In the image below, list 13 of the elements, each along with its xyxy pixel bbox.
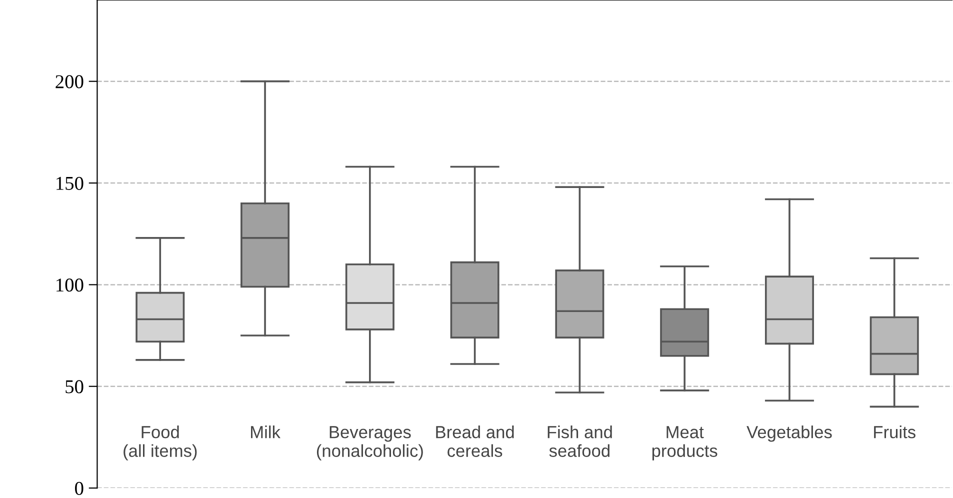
x-tick-label: Fruits [874, 426, 916, 438]
y-tick-label: 200 [56, 75, 84, 88]
y-tick-label: 50 [66, 380, 84, 394]
y-tick-label: 150 [56, 176, 84, 190]
x-tick-label: Bread and cereals [436, 426, 514, 457]
y-tick-label: 100 [56, 278, 84, 292]
x-tick-label: Meat products [652, 426, 718, 460]
y-tick-label: 0 [75, 482, 84, 495]
x-tick-label: Beverages (nonalcoholic) [316, 426, 423, 460]
x-tick-label: Fish and seafood [548, 426, 612, 457]
x-tick-label: Milk [251, 426, 280, 438]
x-tick-label: Food (all items) [124, 426, 197, 460]
x-tick-label: Vegetables [746, 426, 832, 442]
